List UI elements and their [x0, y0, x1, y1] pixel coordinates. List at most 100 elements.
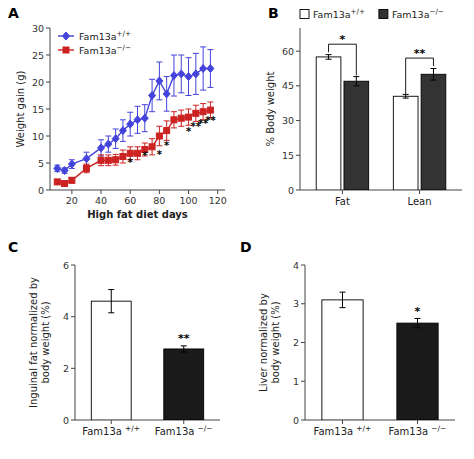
y-tick-label: 2	[293, 337, 299, 348]
x-tick	[130, 190, 131, 194]
panel: D01234Liver normalized bybody weight (%)…	[240, 239, 455, 437]
plot-marks	[322, 292, 438, 420]
legend: Fam13a+/+Fam13a−/−	[300, 7, 444, 20]
error-cap	[98, 139, 104, 140]
y-tick	[301, 265, 305, 266]
y-axis-label: Weight gain (g)	[15, 70, 26, 147]
error-cap	[178, 126, 184, 127]
error-bar	[181, 346, 187, 352]
point	[207, 107, 213, 113]
error-cap	[113, 165, 119, 166]
y-tick-label: 45	[282, 80, 294, 91]
y-tick	[296, 120, 300, 121]
error-line	[111, 290, 112, 313]
x-tick-label: Fat	[335, 196, 350, 207]
point	[164, 128, 170, 134]
error-cap	[120, 141, 126, 142]
error-cap	[135, 106, 141, 107]
panel-label: C	[8, 239, 18, 255]
error-cap	[186, 57, 192, 58]
error-cap	[149, 138, 155, 139]
error-cap	[149, 111, 155, 112]
error-cap	[105, 154, 111, 155]
point	[134, 116, 141, 124]
error-cap	[142, 131, 148, 132]
error-cap	[108, 289, 114, 290]
error-line	[405, 94, 406, 98]
y-tick	[71, 420, 75, 421]
error-cap	[171, 127, 177, 128]
point	[170, 72, 177, 80]
x-tick	[217, 190, 218, 194]
legend: Fam13a+/+Fam13a−/−	[58, 29, 131, 56]
point	[112, 135, 119, 143]
x-tick	[71, 190, 72, 194]
error-cap	[193, 94, 199, 95]
error-cap	[135, 133, 141, 134]
point	[120, 154, 126, 160]
x-tick	[417, 420, 418, 424]
error-cap	[127, 136, 133, 137]
error-cap	[171, 96, 177, 97]
legend-swatch	[300, 10, 309, 19]
y-tick	[46, 82, 50, 83]
point	[98, 157, 104, 163]
y-tick	[301, 420, 305, 421]
point	[200, 65, 207, 73]
error-line	[328, 55, 329, 60]
error-cap	[156, 126, 162, 127]
error-line	[356, 77, 357, 86]
y-tick-label: 3	[293, 298, 299, 309]
x-tick-label: 80	[153, 195, 165, 206]
error-bar	[54, 165, 60, 171]
error-cap	[113, 148, 119, 149]
error-bar	[186, 58, 192, 96]
y-tick-label: 25	[32, 50, 44, 61]
point	[127, 150, 133, 156]
plot-marks	[91, 290, 203, 420]
error-bar	[142, 105, 148, 132]
y-axis	[300, 28, 301, 190]
error-cap	[164, 111, 170, 112]
error-cap	[164, 120, 170, 121]
error-bar	[178, 55, 184, 93]
point	[62, 181, 68, 187]
point	[141, 114, 148, 122]
annotation: *	[164, 140, 170, 151]
error-bar	[326, 55, 332, 60]
error-cap	[403, 94, 409, 95]
x-tick	[111, 420, 112, 424]
y-tick	[71, 265, 75, 266]
y-tick-label: 30	[282, 115, 294, 126]
error-cap	[142, 143, 148, 144]
point	[186, 114, 192, 120]
y-tick	[296, 85, 300, 86]
point	[178, 115, 184, 121]
y-tick	[46, 190, 50, 191]
point	[83, 155, 90, 163]
point	[61, 167, 68, 175]
error-bar	[105, 155, 111, 166]
error-line	[417, 318, 418, 327]
x-tick-label: 60	[124, 195, 136, 206]
annotation: *	[340, 33, 346, 46]
y-tick-label: 15	[282, 150, 294, 161]
error-cap	[149, 154, 155, 155]
annotation: *	[157, 149, 163, 160]
panel: C0246Inguinal fat normalized bybody weig…	[8, 239, 220, 437]
y-tick	[46, 109, 50, 110]
y-tick-label: 2	[63, 363, 69, 374]
error-cap	[200, 103, 206, 104]
error-cap	[120, 119, 126, 120]
panel: B015304560% Body weightFatLean***Fam13a+…	[265, 5, 462, 207]
x-tick	[188, 190, 189, 194]
point	[113, 157, 119, 163]
annotation: **	[414, 47, 426, 60]
point	[54, 179, 60, 185]
x-axis-label: High fat diet days	[87, 209, 188, 220]
error-cap	[181, 352, 187, 353]
error-bar	[113, 129, 119, 148]
error-cap	[83, 152, 89, 153]
point	[178, 70, 185, 78]
y-tick-label: 0	[63, 415, 69, 426]
